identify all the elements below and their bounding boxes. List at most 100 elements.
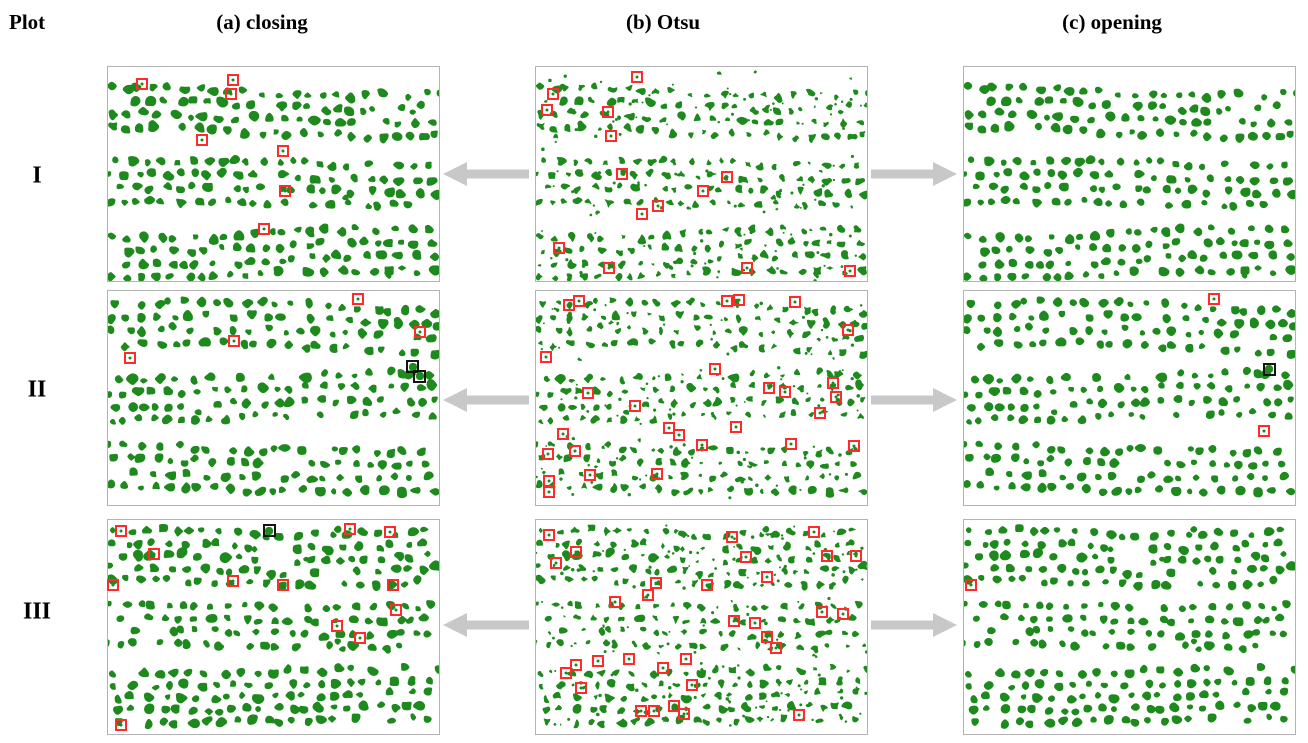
marked-vegetation-dot bbox=[654, 581, 658, 585]
vegetation-map-plot1-opening bbox=[964, 67, 1295, 281]
red-detection-square bbox=[344, 523, 356, 535]
red-detection-square bbox=[673, 428, 685, 441]
row-label-plot-2: II bbox=[27, 376, 47, 403]
marker-layer-plot1-closing bbox=[108, 67, 439, 281]
red-detection-square bbox=[574, 682, 587, 694]
marked-vegetation-dot bbox=[831, 381, 835, 385]
red-detection-square bbox=[384, 526, 396, 538]
red-detection-square bbox=[634, 704, 647, 717]
red-detection-square bbox=[542, 485, 555, 498]
marked-vegetation-dot bbox=[700, 443, 704, 447]
red-detection-square bbox=[827, 377, 840, 390]
plot-header-label: Plot bbox=[9, 10, 46, 34]
marked-vegetation-dot bbox=[544, 355, 548, 358]
red-detection-square bbox=[195, 134, 208, 146]
marked-vegetation-dot bbox=[394, 608, 398, 612]
red-detection-square bbox=[821, 550, 834, 563]
red-detection-square bbox=[353, 631, 366, 644]
marked-vegetation-dot bbox=[854, 554, 858, 558]
red-detection-square bbox=[792, 709, 805, 721]
red-detection-square bbox=[556, 428, 569, 441]
marked-vegetation-dot bbox=[200, 138, 204, 142]
red-detection-square bbox=[540, 103, 553, 116]
red-detection-square bbox=[123, 351, 136, 364]
marked-vegetation-dot bbox=[767, 386, 771, 389]
marked-vegetation-dot bbox=[547, 490, 551, 494]
marked-vegetation-dot bbox=[574, 550, 578, 554]
marked-vegetation-dot bbox=[588, 473, 592, 477]
marked-vegetation-dot bbox=[635, 75, 639, 79]
red-detection-square bbox=[541, 447, 554, 460]
marked-vegetation-dot bbox=[646, 593, 650, 597]
marked-vegetation-dot bbox=[574, 663, 578, 667]
red-detection-square bbox=[569, 546, 582, 559]
red-detection-square bbox=[686, 679, 699, 691]
marked-vegetation-dot bbox=[577, 299, 581, 303]
red-detection-square bbox=[549, 557, 562, 569]
arrow-left-icon-row3 bbox=[443, 613, 529, 637]
red-detection-square bbox=[652, 199, 665, 212]
red-detection-square bbox=[739, 551, 752, 563]
marked-vegetation-dot bbox=[551, 92, 555, 96]
marked-vegetation-dot bbox=[661, 666, 665, 670]
red-detection-square bbox=[413, 325, 426, 338]
red-detection-square bbox=[696, 185, 709, 198]
marked-vegetation-dot bbox=[415, 372, 424, 381]
marker-layer-plot3-otsu bbox=[536, 520, 867, 734]
marker-layer-plot2-opening bbox=[964, 291, 1295, 505]
marked-vegetation-dot bbox=[281, 149, 285, 153]
marked-vegetation-dot bbox=[797, 713, 800, 717]
marked-vegetation-dot bbox=[677, 433, 681, 437]
red-detection-square bbox=[582, 386, 594, 399]
red-detection-square bbox=[114, 719, 127, 731]
marked-vegetation-dot bbox=[231, 579, 235, 583]
red-detection-square bbox=[647, 704, 660, 717]
marked-vegetation-dot bbox=[737, 298, 741, 302]
panel-plot1-otsu bbox=[535, 66, 868, 282]
red-detection-square bbox=[784, 437, 797, 450]
marked-vegetation-dot bbox=[820, 610, 824, 614]
marked-vegetation-dot bbox=[283, 189, 287, 193]
marked-vegetation-dot bbox=[783, 390, 787, 394]
marked-vegetation-dot bbox=[848, 269, 852, 273]
red-detection-square bbox=[552, 242, 565, 254]
panel-plot1-closing bbox=[107, 66, 440, 282]
column-header-closing: (a) closing bbox=[216, 10, 308, 34]
red-detection-square bbox=[668, 700, 681, 712]
red-detection-square bbox=[725, 530, 738, 543]
marked-vegetation-dot bbox=[793, 300, 796, 304]
red-detection-square bbox=[850, 550, 863, 563]
marked-vegetation-dot bbox=[262, 227, 266, 231]
marked-vegetation-dot bbox=[744, 555, 748, 559]
red-detection-square bbox=[331, 619, 344, 632]
red-detection-square bbox=[700, 579, 713, 592]
panel-plot1-opening bbox=[963, 66, 1296, 282]
marked-vegetation-dot bbox=[684, 657, 688, 661]
marked-vegetation-dot bbox=[128, 356, 132, 360]
marked-vegetation-dot bbox=[545, 108, 549, 112]
red-detection-square bbox=[650, 577, 663, 590]
marked-vegetation-dot bbox=[725, 299, 729, 303]
marked-vegetation-dot bbox=[111, 583, 115, 587]
red-detection-square bbox=[628, 399, 641, 412]
red-detection-square bbox=[721, 171, 733, 184]
marked-vegetation-dot bbox=[841, 612, 844, 615]
arrow-right-icon-row2 bbox=[871, 388, 957, 412]
marked-vegetation-dot bbox=[573, 449, 577, 453]
red-detection-square bbox=[842, 324, 855, 337]
marked-vegetation-dot bbox=[140, 82, 144, 86]
marked-vegetation-dot bbox=[789, 442, 793, 446]
marked-vegetation-dot bbox=[725, 175, 729, 179]
marked-vegetation-dot bbox=[546, 452, 550, 456]
marked-vegetation-dot bbox=[418, 330, 422, 334]
red-detection-square bbox=[602, 262, 615, 275]
red-detection-square bbox=[680, 652, 693, 665]
red-detection-square bbox=[278, 185, 291, 198]
panel-plot3-closing bbox=[107, 519, 440, 735]
red-detection-square bbox=[678, 708, 691, 721]
vegetation-map-plot3-otsu bbox=[536, 520, 867, 734]
marked-vegetation-dot bbox=[765, 575, 769, 579]
red-detection-square bbox=[351, 293, 364, 306]
marked-vegetation-dot bbox=[265, 526, 274, 535]
